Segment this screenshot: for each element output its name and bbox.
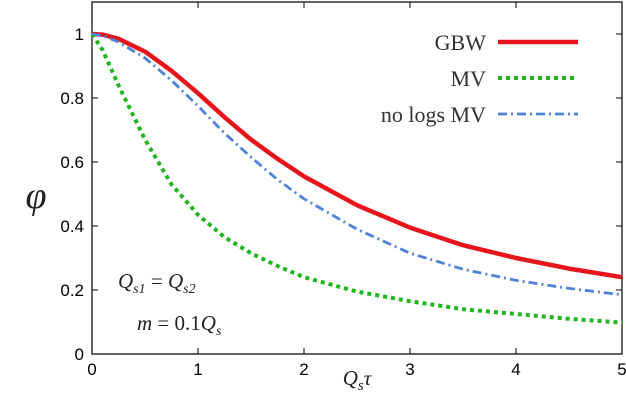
y-tick-label: 0 — [75, 345, 84, 364]
series-line-1 — [90, 32, 623, 325]
y-tick-label: 1 — [75, 25, 84, 44]
series-line-2 — [91, 32, 623, 297]
x-tick-label: 0 — [87, 360, 96, 379]
y-tick-label: 0.6 — [60, 153, 84, 172]
y-tick-label: 0.8 — [60, 89, 84, 108]
x-tick-label: 2 — [299, 360, 308, 379]
plot-frame — [91, 1, 623, 355]
legend-label-1: MV — [451, 66, 487, 91]
annotation-mass: m = 0.1Qs — [137, 311, 222, 339]
legend-label-2: no logs MV — [381, 102, 486, 127]
y-axis-ticks: 0 0.2 0.4 0.6 0.8 1 — [60, 25, 622, 364]
annotation-qs-equal: Qs1 = Qs2 — [118, 269, 196, 297]
x-tick-label: 3 — [405, 360, 414, 379]
x-tick-label: 5 — [617, 360, 626, 379]
x-axis-ticks: 0 1 2 3 4 5 — [87, 2, 626, 379]
legend-label-0: GBW — [435, 30, 487, 55]
y-tick-label: 0.2 — [60, 281, 84, 300]
x-axis-label: Qsτ — [343, 366, 373, 394]
x-tick-label: 4 — [511, 360, 520, 379]
y-tick-label: 0.4 — [60, 217, 84, 236]
series-line-0 — [91, 31, 623, 280]
x-tick-label: 1 — [193, 360, 202, 379]
series-lines — [90, 31, 623, 325]
legend: GBW MV no logs MV — [381, 30, 578, 127]
y-axis-label: φ — [25, 175, 46, 217]
